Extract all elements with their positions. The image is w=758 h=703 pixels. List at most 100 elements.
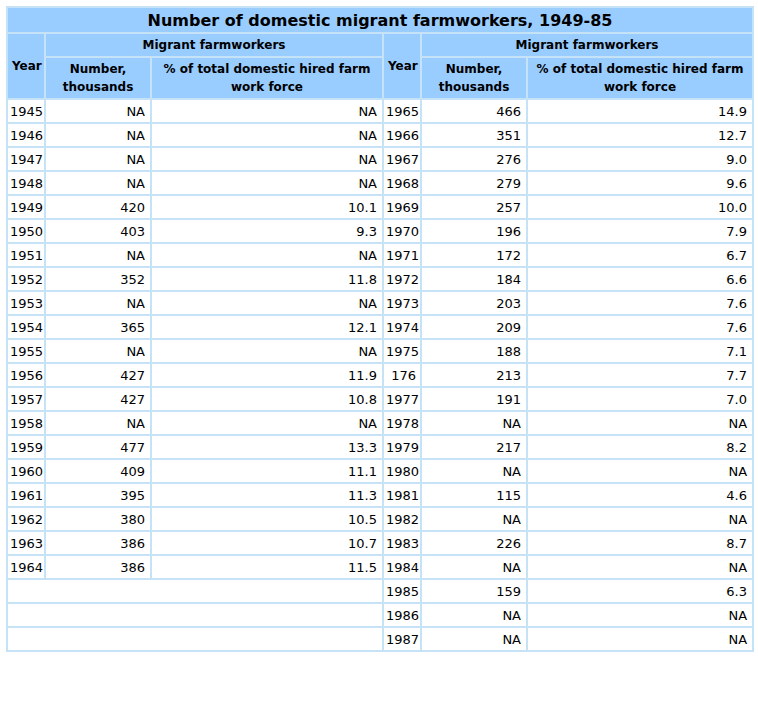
right-year-cell: 1980 (383, 459, 421, 483)
table-row: 1946NANA196635112.7 (7, 123, 753, 147)
right-year-cell: 1978 (383, 411, 421, 435)
table-row: 1986NANA (7, 603, 753, 627)
left-number-header: Number, thousands (45, 57, 151, 99)
table-row: 196338610.719832268.7 (7, 531, 753, 555)
left-year-cell: 1956 (7, 363, 45, 387)
right-group-header: Migrant farmworkers (421, 33, 753, 57)
right-percent-cell: NA (527, 507, 753, 531)
table-header: Number of domestic migrant farmworkers, … (7, 7, 753, 99)
left-percent-cell: 11.8 (151, 267, 383, 291)
page: Number of domestic migrant farmworkers, … (0, 0, 758, 703)
left-number-cell: NA (45, 171, 151, 195)
title-row: Number of domestic migrant farmworkers, … (7, 7, 753, 33)
table-row: 195947713.319792178.2 (7, 435, 753, 459)
right-percent-cell: 6.7 (527, 243, 753, 267)
left-percent-cell: 10.8 (151, 387, 383, 411)
right-year-cell: 1982 (383, 507, 421, 531)
right-number-cell: 115 (421, 483, 527, 507)
left-number-cell: 427 (45, 387, 151, 411)
left-percent-cell: NA (151, 99, 383, 123)
table-title: Number of domestic migrant farmworkers, … (7, 7, 753, 33)
right-year-cell: 1987 (383, 627, 421, 651)
right-percent-cell: 14.9 (527, 99, 753, 123)
left-number-cell: 427 (45, 363, 151, 387)
right-year-cell: 1966 (383, 123, 421, 147)
left-number-cell: NA (45, 291, 151, 315)
right-percent-cell: 9.0 (527, 147, 753, 171)
right-year-cell: 1977 (383, 387, 421, 411)
right-number-cell: 188 (421, 339, 527, 363)
right-percent-cell: NA (527, 603, 753, 627)
right-year-cell: 1984 (383, 555, 421, 579)
left-percent-cell: 11.9 (151, 363, 383, 387)
right-number-cell: 203 (421, 291, 527, 315)
left-number-cell: 380 (45, 507, 151, 531)
table-row: 19851596.3 (7, 579, 753, 603)
table-row: 195742710.819771917.0 (7, 387, 753, 411)
right-number-cell: 191 (421, 387, 527, 411)
right-year-cell: 1983 (383, 531, 421, 555)
left-percent-cell: NA (151, 171, 383, 195)
left-percent-cell: 11.3 (151, 483, 383, 507)
left-number-cell: 395 (45, 483, 151, 507)
left-number-cell: 386 (45, 555, 151, 579)
right-percent-cell: 6.3 (527, 579, 753, 603)
right-year-cell: 1974 (383, 315, 421, 339)
right-number-cell: 466 (421, 99, 527, 123)
left-number-cell: NA (45, 123, 151, 147)
table-row: 1951NANA19711726.7 (7, 243, 753, 267)
table-row: 196438611.51984NANA (7, 555, 753, 579)
right-number-cell: 159 (421, 579, 527, 603)
right-year-cell: 1979 (383, 435, 421, 459)
table-row: 196139511.319811154.6 (7, 483, 753, 507)
left-percent-cell: NA (151, 411, 383, 435)
left-year-cell: 1949 (7, 195, 45, 219)
right-percent-cell: 8.7 (527, 531, 753, 555)
table-body: 1945NANA196546614.91946NANA196635112.719… (7, 99, 753, 651)
table-row: 19504039.319701967.9 (7, 219, 753, 243)
left-number-cell: 420 (45, 195, 151, 219)
left-percent-cell: 10.7 (151, 531, 383, 555)
right-number-cell: 257 (421, 195, 527, 219)
right-number-cell: NA (421, 603, 527, 627)
left-percent-cell: 9.3 (151, 219, 383, 243)
left-year-cell: 1960 (7, 459, 45, 483)
right-number-cell: 184 (421, 267, 527, 291)
right-percent-cell: 7.9 (527, 219, 753, 243)
left-year-cell: 1964 (7, 555, 45, 579)
right-number-cell: 196 (421, 219, 527, 243)
left-empty-cell (7, 579, 383, 603)
right-number-cell: NA (421, 507, 527, 531)
left-number-cell: 365 (45, 315, 151, 339)
right-year-cell: 1972 (383, 267, 421, 291)
left-empty-cell (7, 603, 383, 627)
left-percent-cell: 12.1 (151, 315, 383, 339)
left-year-cell: 1952 (7, 267, 45, 291)
right-number-cell: 172 (421, 243, 527, 267)
right-percent-cell: NA (527, 411, 753, 435)
left-percent-cell: NA (151, 147, 383, 171)
right-percent-header: % of total domestic hired farm work forc… (527, 57, 753, 99)
right-percent-cell: NA (527, 627, 753, 651)
left-year-cell: 1945 (7, 99, 45, 123)
table-row: 1953NANA19732037.6 (7, 291, 753, 315)
right-percent-cell: 7.6 (527, 315, 753, 339)
right-number-header: Number, thousands (421, 57, 527, 99)
left-group-header: Migrant farmworkers (45, 33, 383, 57)
table-row: 195235211.819721846.6 (7, 267, 753, 291)
left-year-header: Year (7, 33, 45, 99)
left-percent-cell: NA (151, 339, 383, 363)
right-year-cell: 1986 (383, 603, 421, 627)
right-number-cell: NA (421, 555, 527, 579)
right-percent-cell: NA (527, 459, 753, 483)
left-number-cell: NA (45, 243, 151, 267)
right-percent-cell: 10.0 (527, 195, 753, 219)
left-year-cell: 1957 (7, 387, 45, 411)
table-row: 1955NANA19751887.1 (7, 339, 753, 363)
left-number-cell: NA (45, 339, 151, 363)
table-row: 1945NANA196546614.9 (7, 99, 753, 123)
right-number-cell: 213 (421, 363, 527, 387)
left-empty-cell (7, 627, 383, 651)
left-number-cell: NA (45, 411, 151, 435)
left-percent-cell: 10.5 (151, 507, 383, 531)
